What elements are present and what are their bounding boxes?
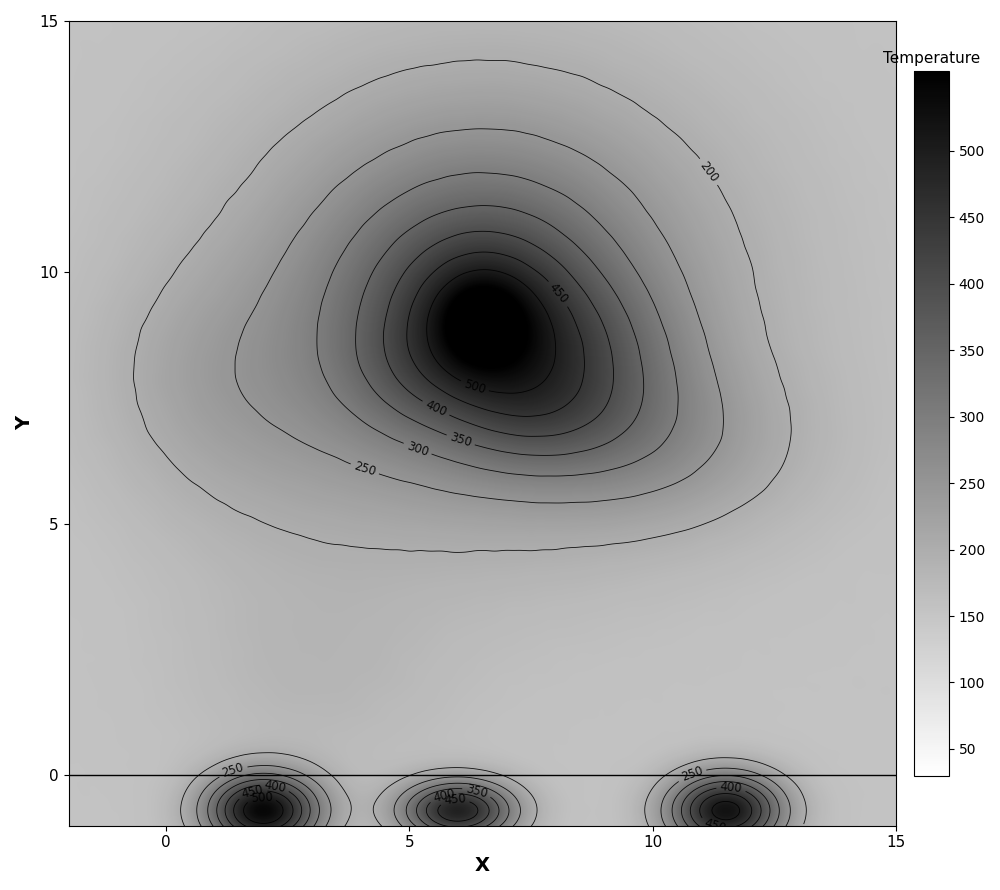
Text: 450: 450	[443, 793, 467, 807]
X-axis label: X: X	[475, 856, 490, 875]
Y-axis label: Y: Y	[15, 417, 34, 431]
Text: 350: 350	[464, 782, 489, 800]
Text: 400: 400	[423, 398, 449, 419]
Text: 250: 250	[427, 835, 451, 851]
Text: 200: 200	[322, 827, 347, 852]
Text: 200: 200	[783, 825, 808, 850]
Text: 450: 450	[240, 783, 265, 801]
Text: 400: 400	[431, 787, 456, 805]
Text: 500: 500	[462, 377, 487, 396]
Text: 250: 250	[352, 459, 377, 479]
Text: 450: 450	[702, 816, 727, 836]
Text: 500: 500	[250, 790, 273, 805]
Text: 250: 250	[220, 761, 246, 781]
Text: 350: 350	[263, 832, 287, 848]
Text: 300: 300	[461, 829, 484, 845]
Text: 400: 400	[263, 778, 287, 795]
Text: 200: 200	[497, 832, 523, 854]
Text: 350: 350	[448, 431, 473, 449]
Text: 300: 300	[405, 439, 430, 458]
Text: 350: 350	[690, 826, 716, 846]
Text: 450: 450	[546, 281, 571, 306]
Text: 400: 400	[719, 781, 743, 796]
Title: Temperature: Temperature	[883, 51, 980, 66]
Text: 200: 200	[697, 159, 721, 184]
Text: 250: 250	[679, 765, 705, 784]
Text: 300: 300	[730, 836, 755, 854]
Text: 300: 300	[232, 836, 256, 854]
